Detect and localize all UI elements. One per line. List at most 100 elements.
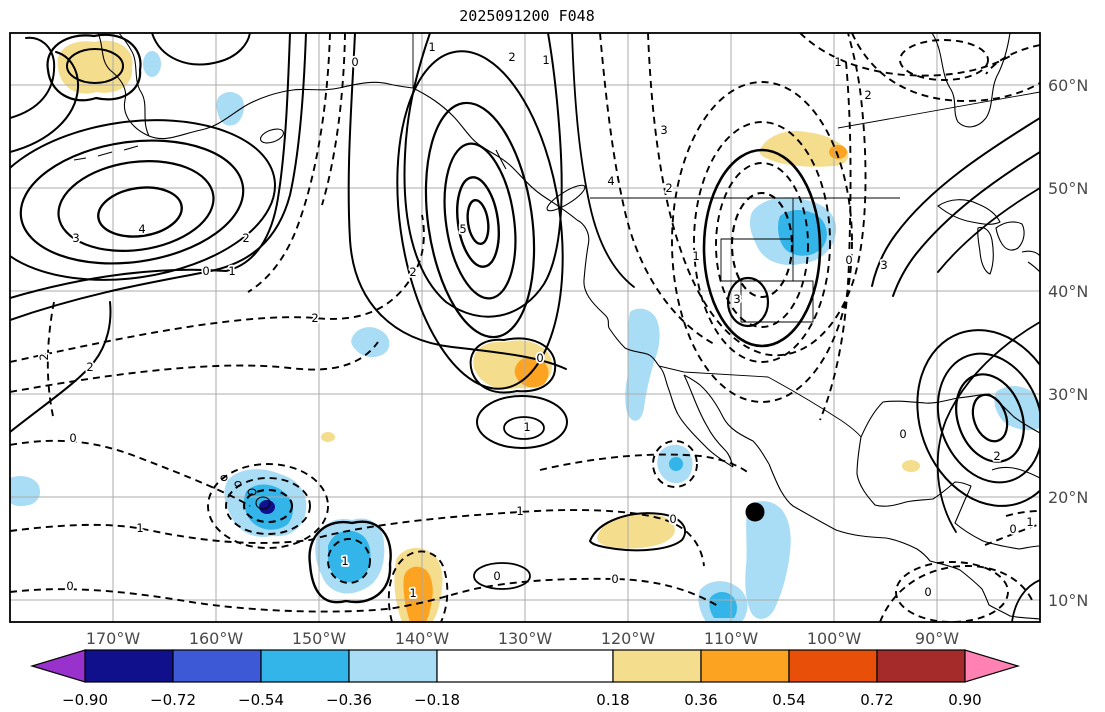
lon-tick-labels: 170°W 160°W 150°W 140°W 130°W 120°W 110°W 100°W… <box>86 629 959 648</box>
colorbar-tick-label: −0.54 <box>238 691 284 709</box>
contour-line <box>424 101 536 339</box>
hawaii-island <box>220 474 228 482</box>
contour-value-label: 0 <box>1009 522 1016 536</box>
contour-value-label: 2 <box>86 360 93 374</box>
contour-line <box>46 33 142 102</box>
contour-line <box>403 33 563 318</box>
contour-line <box>443 142 517 300</box>
lat-tick-label: 40°N <box>1048 282 1088 301</box>
lat-tick-label: 60°N <box>1048 76 1088 95</box>
shade-navy-blob <box>259 500 275 514</box>
contour-line <box>347 33 567 370</box>
contour-value-label: 1 <box>228 264 235 278</box>
colorbar-tick-label: −0.72 <box>150 691 196 709</box>
colorbar-segment <box>436 649 614 683</box>
lon-tick-label: 130°W <box>498 629 553 648</box>
contour-value-label: 0 <box>611 572 618 586</box>
aleutian-islands <box>73 145 139 161</box>
lat-tick-label: 30°N <box>1048 385 1088 404</box>
contour-line-dashed <box>715 162 809 328</box>
contour-line <box>151 33 251 66</box>
contour-line-dashed <box>10 439 251 507</box>
lon-tick-label: 110°W <box>704 629 759 648</box>
coastline-path <box>991 466 1040 479</box>
contour-value-label: 1 <box>692 249 699 263</box>
contour-value-label: 0 <box>66 579 73 593</box>
contour-value-label: 0 <box>493 569 500 583</box>
lon-tick-label: 170°W <box>86 629 141 648</box>
coastline-path <box>683 374 734 468</box>
hawaii-island <box>255 496 271 510</box>
contour-line-dashed <box>851 33 1040 102</box>
contour-line <box>10 33 307 321</box>
contour-line-dashed <box>327 538 371 584</box>
island-outline <box>259 128 285 144</box>
contour-line <box>10 36 56 119</box>
contour-line-dashed <box>207 463 329 549</box>
coastline-path <box>1021 250 1040 273</box>
lat-tick-label: 50°N <box>1048 179 1088 198</box>
colorbar-over-arrow <box>964 649 1021 683</box>
colorbar-under-arrow <box>29 649 86 683</box>
colorbar-tick-label: 0.90 <box>948 691 981 709</box>
coastline-path <box>768 463 1040 620</box>
colorbar-segment <box>84 649 174 683</box>
contour-line <box>396 50 564 390</box>
coastline-path <box>576 219 660 367</box>
shade-blue-blob <box>143 51 161 77</box>
island-outline <box>546 184 586 212</box>
contour-value-label: 5 <box>459 222 466 236</box>
colorbar-tick-label: 0.18 <box>596 691 629 709</box>
contour-line <box>473 562 531 590</box>
lon-tick-label: 120°W <box>601 629 656 648</box>
contour-line <box>466 198 490 246</box>
contour-line <box>97 186 183 238</box>
contour-value-label: 1 <box>428 40 435 54</box>
contour-line-dashed <box>539 453 751 475</box>
contour-line-dashed <box>984 523 1040 546</box>
page-title: 2025091200 F048 <box>459 7 594 25</box>
contour-line <box>57 159 215 253</box>
contour-line <box>503 416 545 440</box>
location-marker-dot <box>745 502 765 522</box>
shade-yellow-blob <box>321 432 335 442</box>
coastline-path <box>856 436 1040 550</box>
contour-value-label: 3 <box>733 292 740 306</box>
marker-layer <box>745 502 765 522</box>
contour-line-dashed <box>671 81 853 403</box>
contour-value-label: 0 <box>351 55 358 69</box>
contour-value-label: 3 <box>660 123 667 137</box>
colorbar-segment <box>876 649 966 683</box>
contour-value-label: 2 <box>311 311 318 325</box>
contour-line-dashed <box>652 440 698 488</box>
contour-line <box>916 329 1040 507</box>
colorbar-tick-label: 0.54 <box>772 691 805 709</box>
colorbar-tick-label: 0.36 <box>684 691 717 709</box>
colorbar-ticks: −0.90 −0.72 −0.54 −0.36 −0.18 0.18 0.36 0.54 0.7… <box>62 691 982 709</box>
colorbar-segment <box>348 649 438 683</box>
contour-line <box>936 352 1040 484</box>
contour-line-dashed <box>693 121 831 363</box>
coastline-path <box>977 226 994 275</box>
coastline-path <box>937 199 1001 225</box>
shade-orange-blob <box>403 566 433 622</box>
contour-value-label: 0 <box>924 585 931 599</box>
coastline-path <box>931 33 1011 128</box>
contour-value-label: 3 <box>880 258 887 272</box>
contour-line <box>10 33 291 299</box>
contour-line <box>469 337 557 394</box>
border-line <box>740 280 814 323</box>
contour-value-label: 0 <box>845 253 852 267</box>
shade-blue-blob <box>351 327 390 358</box>
contour-line <box>456 176 500 268</box>
contour-value-label: 1 <box>409 586 416 600</box>
contour-line-dashed <box>799 33 1013 77</box>
shade-cyan-blob <box>778 210 827 256</box>
lat-tick-label: 20°N <box>1048 488 1088 507</box>
colorbar-tick-label: −0.18 <box>414 691 460 709</box>
shade-yellow-blob <box>759 130 849 167</box>
shade-blue-blob <box>10 476 40 507</box>
shade-cyan-blob <box>709 592 737 618</box>
gridlines <box>10 33 1040 622</box>
